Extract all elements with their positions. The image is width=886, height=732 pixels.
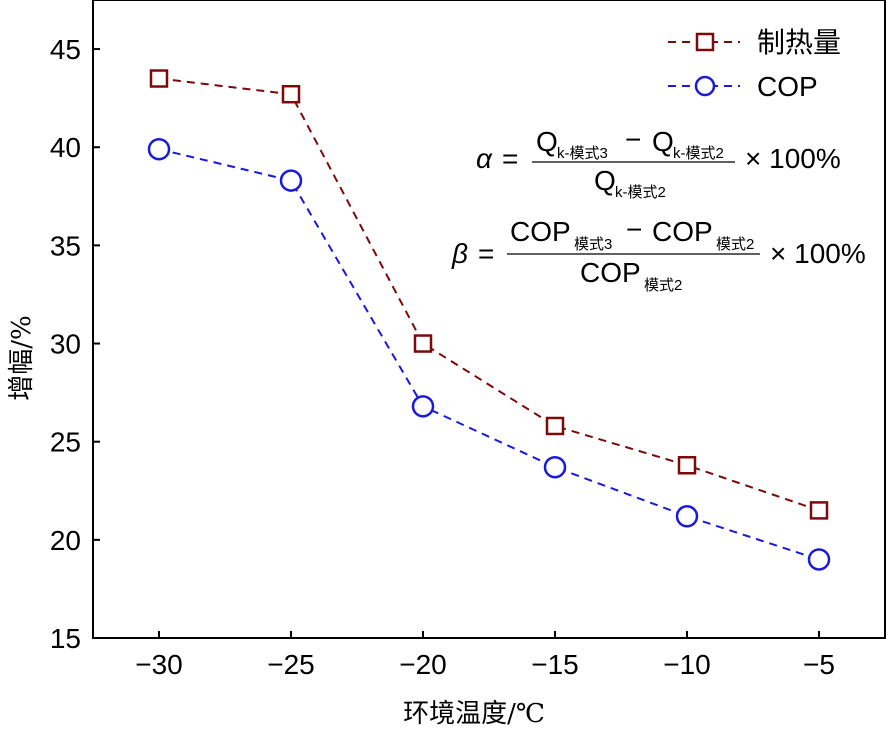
plot-frame [92,0,886,639]
data-point-square [413,334,433,353]
axis-ticks [93,48,820,639]
legend-label-heating: 制热量 [757,27,841,58]
y-tick-label: 25 [50,427,81,458]
x-tick-label: −5 [803,649,835,680]
x-tick-label: −15 [531,649,579,680]
data-point-circle [279,169,303,192]
y-tick-label: 20 [50,525,81,556]
data-point-circle [147,137,171,161]
data-point-square [281,84,301,104]
data-point-circle [807,548,831,571]
formula-beta-den-sub: 模式2 [644,277,682,294]
formula-beta-num-a-sub: 模式3 [574,236,612,253]
formula-beta-den: COP [580,257,641,288]
formula-beta-symbol: β [451,238,468,269]
data-point-square [545,416,565,436]
formula-alpha-symbol: α [476,143,493,174]
x-tick-label: −20 [399,649,447,680]
data-point-square [809,501,829,520]
series-line-heating [158,77,820,512]
series-line-cop [158,148,820,561]
formula-beta-times: × 100% [770,238,866,269]
formula-alpha-num-a: Q [536,126,558,157]
x-axis-title: 环境温度/℃ [403,699,545,729]
series-layer [147,69,831,571]
formula-alpha-times: × 100% [745,143,841,174]
formula-beta-eq: = [478,238,494,269]
y-tick-label: 45 [50,34,81,65]
data-point-square [677,455,697,475]
y-tick-label: 30 [50,329,81,360]
formula-alpha-den: Q [594,165,616,196]
formula-alpha-den-sub: k-模式2 [615,184,666,201]
data-point-square [149,69,169,88]
formula-alpha-num-a-sub: k-模式3 [557,145,608,162]
legend: 制热量 COP [668,27,841,102]
data-point-circle [675,505,699,528]
formula-alpha-num-b: Q [652,126,674,157]
formula-alpha-minus: − [625,124,641,155]
legend-marker-square [695,32,715,52]
x-tick-label: −30 [135,649,183,680]
y-tick-label: 35 [50,230,81,261]
legend-item-heating: 制热量 [668,27,841,58]
formula-beta-minus: − [626,214,642,245]
x-tick-label: −10 [663,649,711,680]
legend-item-cop: COP [668,71,818,102]
formula-alpha-eq: = [502,143,518,174]
x-tick-label: −25 [267,649,315,680]
formula-beta: β = COP 模式3 − COP 模式2 COP 模式2 × 100% [451,214,866,294]
formula-beta-num-b: COP [652,216,713,247]
y-tick-label: 15 [50,623,81,654]
tick-labels: 15 20 25 30 35 40 45 −30 −25 −20 −15 −10 −5 [50,34,835,680]
y-tick-label: 40 [50,132,81,163]
legend-label-cop: COP [757,71,818,102]
formula-beta-num-a: COP [510,216,571,247]
data-point-circle [543,455,567,479]
formula-alpha-num-b-sub: k-模式2 [673,145,724,162]
data-point-circle [411,395,435,418]
y-axis-title: 增幅/% [7,315,37,400]
formula-beta-num-b-sub: 模式2 [716,236,754,253]
legend-marker-circle [694,75,716,97]
formula-alpha: α = Q k-模式3 − Q k-模式2 Q k-模式2 × 100% [476,124,841,201]
